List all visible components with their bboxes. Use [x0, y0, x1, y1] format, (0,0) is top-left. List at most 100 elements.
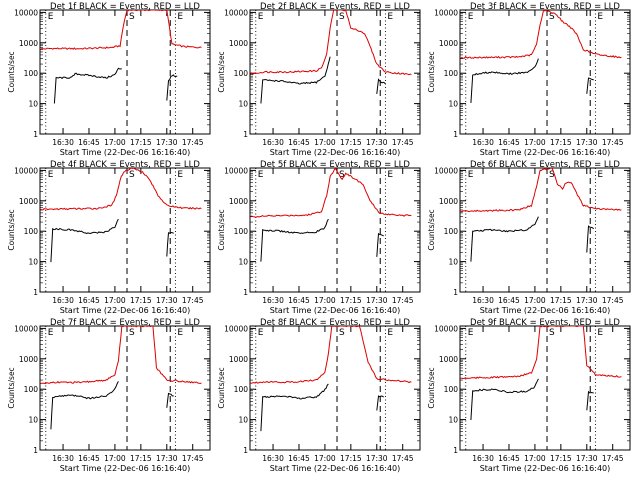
y-tick-label: 10000: [224, 166, 248, 175]
x-tick-label: 17:30: [576, 138, 598, 147]
panel-det-3: Det 3f BLACK = Events, RED = LLD 1 10 100 10…: [427, 2, 631, 157]
marker-label: E: [177, 12, 183, 22]
y-axis-label: Counts/sec: [217, 51, 226, 92]
series-events-line: [586, 77, 594, 94]
marker-label: E: [48, 170, 54, 180]
x-tick-label: 17:45: [182, 454, 204, 463]
series-events-line: [376, 232, 384, 257]
x-tick-label: 17:45: [392, 296, 414, 305]
x-tick-label: 16:45: [78, 296, 100, 305]
panel-title: Det 4f BLACK = Events, RED = LLD: [50, 160, 200, 170]
marker-label: S: [129, 170, 135, 180]
y-axis-label: Counts/sec: [217, 367, 226, 408]
x-tick-label: 17:00: [104, 138, 126, 147]
y-tick-label: 1: [453, 130, 458, 139]
y-tick-label: 100: [444, 69, 459, 78]
series-events-line: [260, 383, 329, 432]
plot-frame: [459, 167, 631, 293]
series-events-line: [470, 216, 539, 262]
series-events-line: [470, 58, 539, 104]
marker-label: S: [129, 328, 135, 338]
plot-frame: [459, 325, 631, 451]
x-tick-label: 17:15: [130, 138, 152, 147]
x-tick-label: 16:30: [262, 138, 284, 147]
y-tick-label: 1: [243, 446, 248, 455]
series-events-line: [50, 381, 119, 430]
y-tick-label: 10: [448, 416, 458, 425]
y-tick-label: 10: [448, 258, 458, 267]
panel-det-9: Det 9f BLACK = Events, RED = LLD 1 10 100 10…: [427, 318, 631, 473]
panel-title: Det 5f BLACK = Events, RED = LLD: [260, 160, 410, 170]
panel-det-8: Det 8f BLACK = Events, RED = LLD 1 10 100 10…: [217, 318, 421, 473]
marker-label: E: [48, 12, 54, 22]
panel-title: Det 3f BLACK = Events, RED = LLD: [470, 2, 620, 12]
x-tick-label: 16:45: [78, 454, 100, 463]
x-tick-label: 17:30: [366, 454, 388, 463]
panel-det-4: Det 4f BLACK = Events, RED = LLD 1 10 100 10…: [7, 160, 211, 315]
series-events-line: [166, 392, 174, 408]
y-tick-label: 1: [33, 288, 38, 297]
x-tick-label: 17:45: [602, 296, 624, 305]
x-tick-label: 16:30: [472, 138, 494, 147]
panel-title: Det 7f BLACK = Events, RED = LLD: [50, 318, 200, 328]
x-tick-label: 17:15: [550, 454, 572, 463]
y-tick-label: 10000: [434, 166, 458, 175]
y-tick-label: 10000: [434, 8, 458, 17]
marker-label: E: [597, 170, 603, 180]
y-axis-label: Counts/sec: [217, 209, 226, 250]
marker-label: E: [258, 170, 264, 180]
series-events-line: [260, 56, 331, 104]
y-tick-label: 100: [234, 385, 249, 394]
marker-label: S: [339, 328, 345, 338]
x-tick-label: 17:00: [104, 296, 126, 305]
y-tick-label: 1: [243, 130, 248, 139]
y-axis-label: Counts/sec: [427, 51, 436, 92]
x-tick-label: 17:30: [156, 138, 178, 147]
x-tick-label: 17:00: [524, 454, 546, 463]
marker-label: E: [48, 328, 54, 338]
plot-frame: [459, 9, 631, 135]
x-tick-label: 17:15: [130, 296, 152, 305]
series-events-line: [586, 390, 594, 411]
panel-title: Det 8f BLACK = Events, RED = LLD: [260, 318, 410, 328]
y-tick-label: 1: [453, 446, 458, 455]
series-lld-line: [250, 168, 412, 218]
series-events-line: [586, 225, 595, 253]
marker-label: E: [468, 328, 474, 338]
marker-label: S: [339, 170, 345, 180]
x-tick-label: 17:45: [182, 138, 204, 147]
series-events-line: [260, 218, 329, 262]
series-events-line: [470, 378, 539, 421]
marker-label: E: [468, 170, 474, 180]
y-tick-label: 100: [234, 69, 249, 78]
y-tick-label: 100: [444, 227, 459, 236]
y-tick-label: 10000: [14, 166, 38, 175]
y-tick-label: 100: [24, 69, 39, 78]
x-tick-label: 16:45: [498, 454, 520, 463]
panel-det-2: Det 2f BLACK = Events, RED = LLD 1 10 100 10…: [217, 2, 421, 157]
y-tick-label: 10: [238, 258, 248, 267]
y-tick-label: 10: [28, 100, 38, 109]
panel-title: Det 2f BLACK = Events, RED = LLD: [260, 2, 410, 12]
marker-label: E: [387, 12, 393, 22]
series-lld-line: [460, 10, 622, 59]
panel-title: Det 9f BLACK = Events, RED = LLD: [470, 318, 620, 328]
marker-label: S: [549, 170, 555, 180]
y-tick-label: 1000: [19, 355, 38, 364]
x-tick-label: 17:45: [602, 138, 624, 147]
series-lld-line: [250, 326, 412, 384]
marker-label: E: [597, 328, 603, 338]
x-tick-label: 17:15: [550, 138, 572, 147]
x-tick-label: 17:00: [524, 138, 546, 147]
x-tick-label: 17:30: [156, 454, 178, 463]
x-tick-label: 17:00: [314, 296, 336, 305]
y-tick-label: 1000: [229, 39, 248, 48]
x-tick-label: 16:45: [498, 138, 520, 147]
series-events-line: [166, 231, 174, 257]
panel-det-7: Det 7f BLACK = Events, RED = LLD 1 10 100 10…: [7, 318, 211, 473]
x-tick-label: 17:00: [314, 454, 336, 463]
marker-label: S: [129, 12, 135, 22]
plot-frame: [249, 325, 421, 451]
y-tick-label: 1: [33, 130, 38, 139]
marker-label: E: [258, 12, 264, 22]
